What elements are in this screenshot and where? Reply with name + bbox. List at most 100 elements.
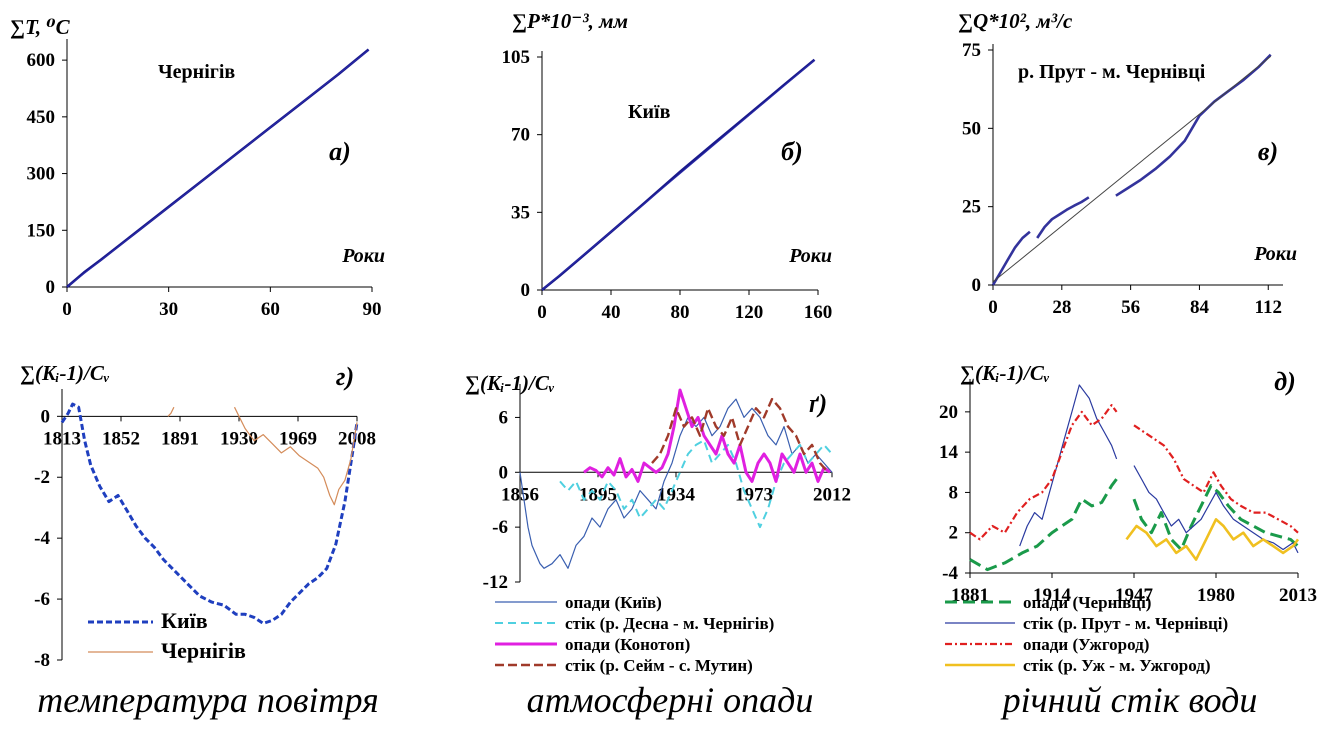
y-axis-label: ∑P*10⁻³, мм: [512, 9, 628, 33]
x-axis-label: Роки: [788, 245, 832, 267]
y-tick-label: 8: [949, 482, 959, 503]
chart-a: 0 150 300 450 600 0 30 60 90 ∑T, ⁰C Чернігів а) Роки: [10, 15, 385, 320]
y-tick-label: -8: [34, 650, 50, 671]
x-tick-label: 2013: [1279, 585, 1317, 606]
x-tick-label: 1881: [951, 585, 989, 606]
y-axis-label: ∑(Kᵢ-1)/Cᵥ: [465, 371, 555, 395]
y-tick-label: 70: [511, 125, 530, 146]
series-line-1: [1132, 484, 1299, 551]
series-line-1: [559, 439, 833, 529]
x-tick-label: 1980: [1197, 585, 1235, 606]
series-line-0: [60, 402, 359, 625]
y-tick-label: 75: [962, 40, 981, 61]
x-tick-label: 1856: [501, 484, 539, 505]
series-line-3: [992, 55, 1272, 283]
y-tick-label: 6: [499, 407, 509, 428]
y-tick-label: 105: [502, 47, 531, 68]
series-line-2: [1019, 384, 1118, 547]
x-tick-label: 120: [735, 302, 764, 323]
legend: Київ Чернігів: [88, 608, 246, 663]
y-tick-label: 450: [27, 107, 56, 128]
legend-label: стік (р. Прут - м. Чернівці): [1023, 614, 1228, 633]
series-line-4: [969, 404, 1118, 541]
x-axis-label: Роки: [341, 245, 385, 267]
panel-letter: г): [336, 362, 354, 391]
y-tick-label: -12: [483, 572, 508, 593]
x-tick-label: 160: [804, 302, 833, 323]
y-tick-label: -6: [492, 517, 508, 538]
y-tick-label: 0: [972, 275, 982, 296]
chart-d: -4 2 8 14 20 1881 1914 1947 1980 2013 ∑(Kᵢ-1)/Cᵥ д)…: [939, 361, 1317, 675]
x-tick-label: 1914: [1033, 585, 1072, 606]
x-tick-label: 30: [159, 299, 178, 320]
legend-label: стік (р. Десна - м. Чернігів): [565, 614, 774, 633]
series-line-2: [583, 388, 831, 483]
legend-label: стік (р. Сейм - с. Мутин): [565, 656, 753, 675]
y-tick-label: 300: [27, 164, 56, 185]
caption-runoff: річний стік води: [1000, 680, 1258, 720]
x-tick-label: 56: [1121, 297, 1140, 318]
y-tick-label: 25: [962, 197, 981, 218]
series-line-0: [991, 230, 1031, 286]
y-tick-label: 20: [939, 402, 958, 423]
legend-label: Київ: [161, 608, 208, 633]
x-tick-label: 112: [1255, 297, 1282, 318]
y-axis-label: ∑(Kᵢ-1)/Cᵥ: [960, 361, 1050, 385]
y-axis-label: ∑T, ⁰C: [10, 15, 71, 39]
x-tick-label: 90: [363, 299, 382, 320]
y-tick-label: 0: [41, 406, 51, 427]
legend-label: опади (Ужгород): [1023, 635, 1149, 654]
panel-letter: а): [329, 137, 351, 166]
x-tick-label: 80: [671, 302, 690, 323]
legend: опади (Чернівці) стік (р. Прут - м. Черні…: [945, 593, 1228, 675]
series-line-1: [66, 49, 369, 288]
chart-b: 0 35 70 105 0 40 80 120 160 ∑P*10⁻³, мм Київ б) Роки: [502, 9, 833, 323]
x-axis-label: Роки: [1253, 243, 1297, 265]
legend-label: опади (Конотоп): [565, 635, 690, 654]
series-line-0: [969, 478, 1118, 572]
place-label: р. Прут - м. Чернівці: [1018, 61, 1206, 83]
y-tick-label: 14: [939, 442, 959, 463]
panel-letter: д): [1274, 367, 1296, 396]
x-tick-label: 1891: [161, 428, 199, 449]
y-tick-label: -4: [34, 528, 50, 549]
series-line-1: [541, 59, 815, 291]
y-axis-label: ∑(Kᵢ-1)/Cᵥ: [20, 361, 110, 385]
series-line-6: [1125, 517, 1300, 561]
y-axis-label: ∑Q*10², м³/с: [958, 9, 1073, 33]
y-tick-label: 35: [511, 202, 530, 223]
x-tick-label: 84: [1190, 297, 1210, 318]
y-tick-label: 0: [46, 277, 56, 298]
series-line-2: [1115, 53, 1272, 197]
x-tick-label: 40: [602, 302, 621, 323]
series-line-3: [651, 397, 829, 474]
caption-precipitation: атмосферні опади: [527, 680, 814, 720]
series-line-1: [167, 406, 175, 417]
panel-letter: б): [781, 137, 803, 166]
x-tick-label: 2008: [338, 428, 376, 449]
y-tick-label: -6: [34, 589, 50, 610]
x-tick-label: 60: [261, 299, 280, 320]
caption-temperature: температура повітря: [37, 680, 379, 720]
series-line-1: [1036, 196, 1090, 239]
x-tick-label: 1813: [43, 428, 81, 449]
legend-label: опади (Чернівці): [1023, 593, 1151, 612]
legend-label: стік (р. Уж - м. Ужгород): [1023, 656, 1211, 675]
x-tick-label: 2012: [813, 484, 851, 505]
y-tick-label: 0: [499, 462, 509, 483]
chart-gg: -12 -6 0 6 1856 1895 1934 1973 2012 ∑(Kᵢ-1)/Cᵥ ґ) о…: [465, 371, 851, 675]
legend: опади (Київ) стік (р. Десна - м. Чернігів…: [495, 593, 774, 675]
x-tick-label: 1852: [102, 428, 140, 449]
panel-letter: в): [1258, 137, 1278, 166]
chart-v: 0 25 50 75 0 28 56 84 112 ∑Q*10², м³/с р. Прут - м…: [958, 9, 1297, 318]
y-tick-label: 50: [962, 118, 981, 139]
legend-label: Чернігів: [161, 638, 246, 663]
x-tick-label: 0: [62, 299, 72, 320]
y-tick-label: 0: [521, 280, 531, 301]
y-tick-label: 600: [27, 50, 56, 71]
x-tick-label: 1934: [657, 484, 696, 505]
x-tick-label: 28: [1052, 297, 1071, 318]
x-tick-label: 1895: [579, 484, 617, 505]
